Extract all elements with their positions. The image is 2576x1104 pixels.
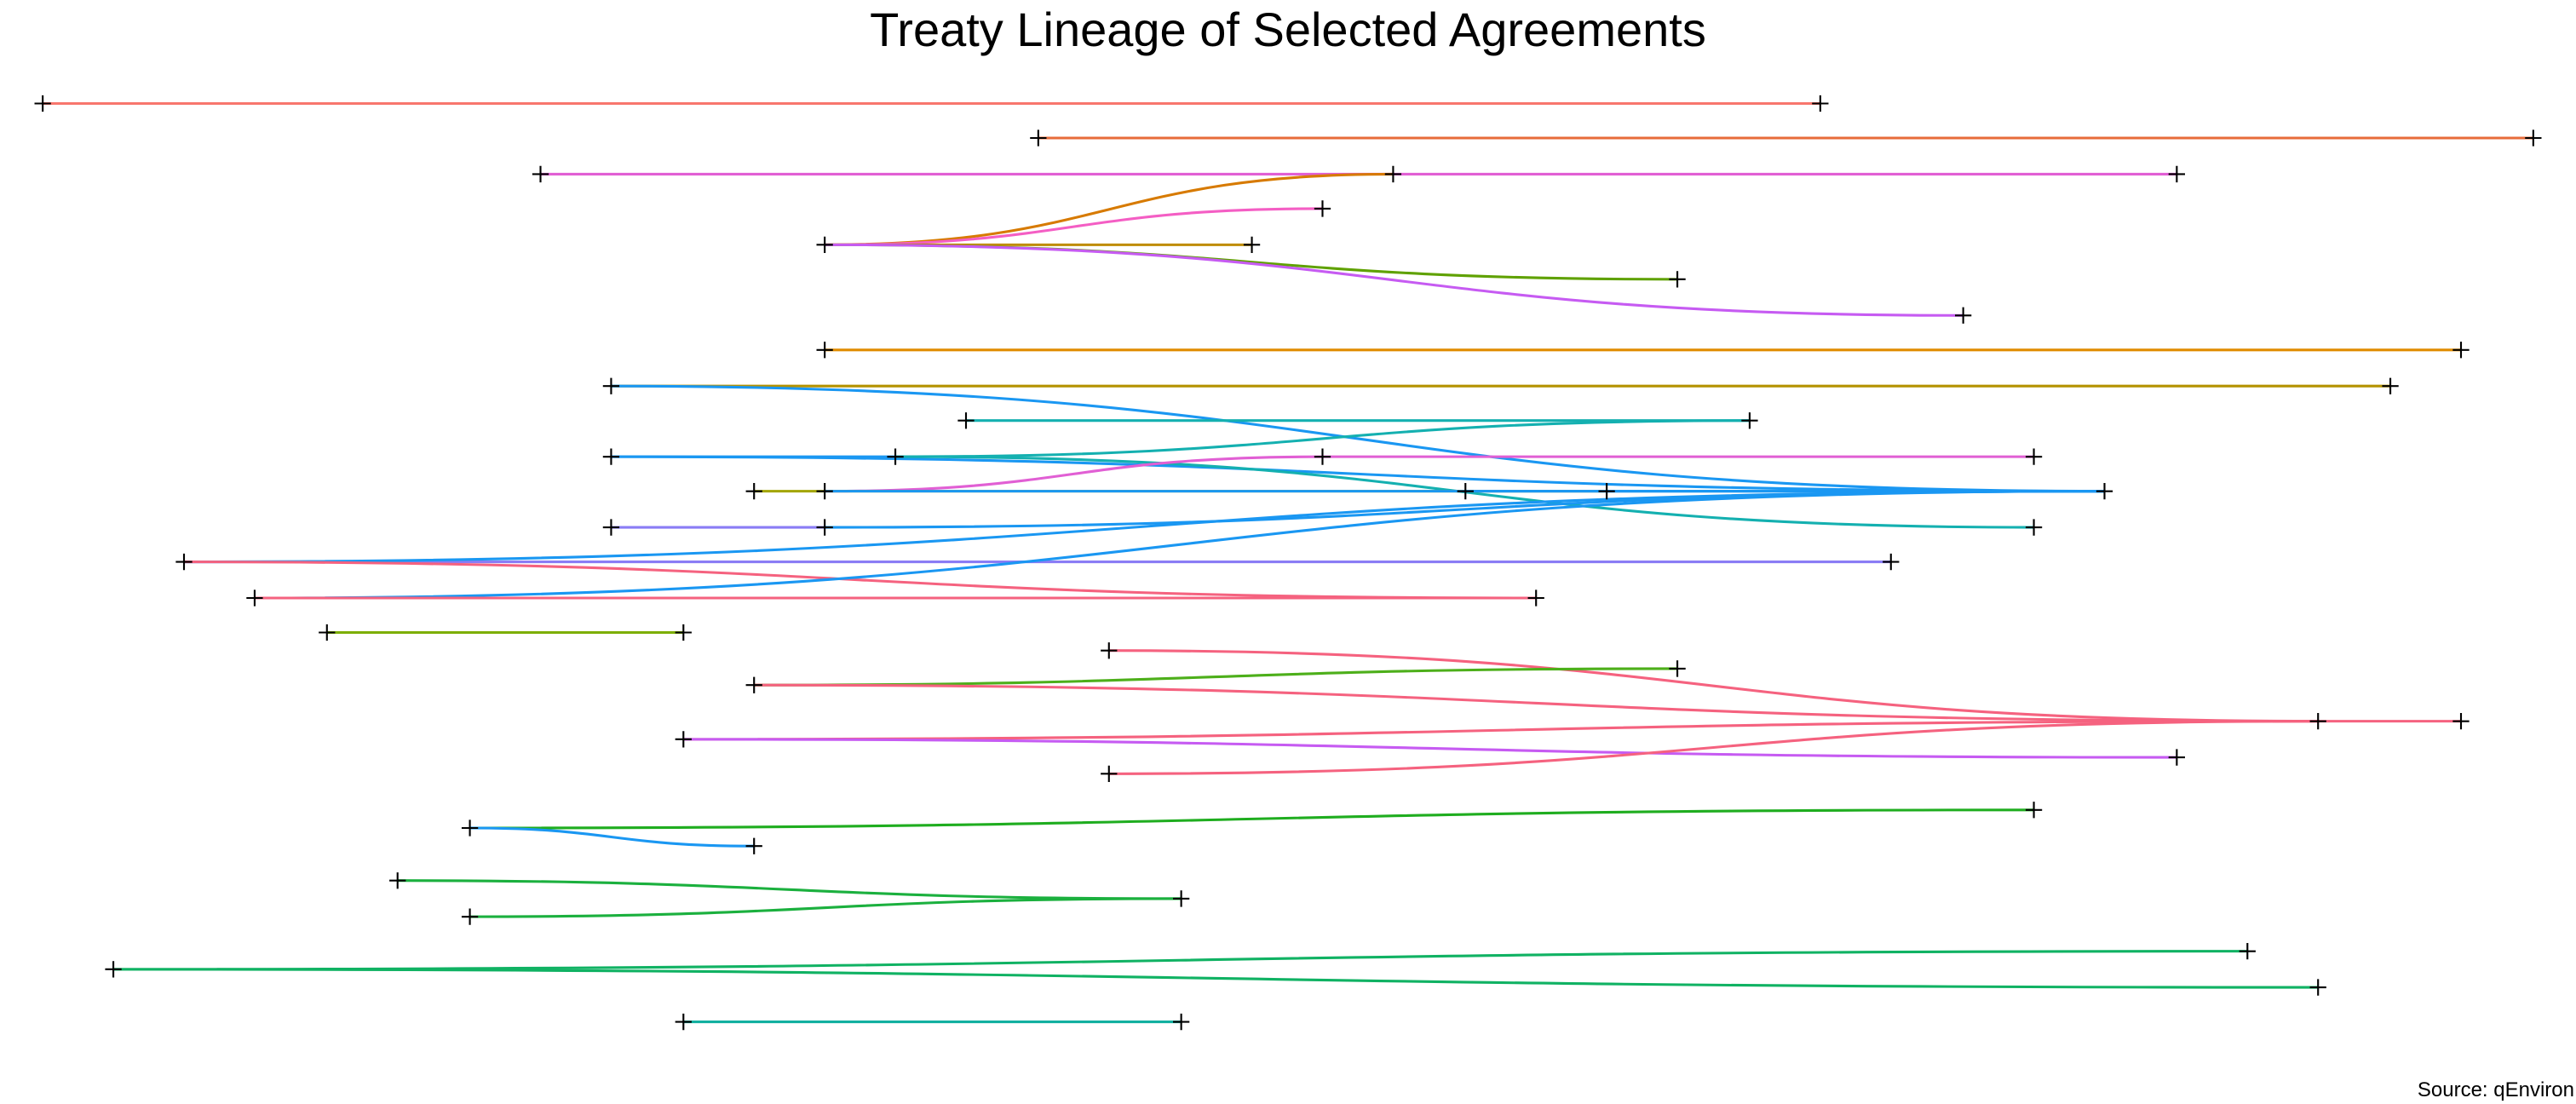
- lineage-edge: [469, 808, 2034, 830]
- lineage-edge: [754, 683, 2319, 723]
- treaty-node-marker: [2309, 713, 2326, 730]
- node-layer: [34, 95, 2542, 1031]
- treaty-node-marker: [2168, 749, 2185, 766]
- treaty-node-marker: [1812, 95, 1829, 112]
- treaty-node-marker: [2309, 979, 2326, 996]
- lineage-edge: [825, 243, 1964, 317]
- edge-layer: [43, 101, 2533, 1024]
- diagram-title: Treaty Lineage of Selected Agreements: [870, 3, 1706, 56]
- lineage-edge: [1108, 720, 2319, 775]
- lineage-edge: [469, 897, 1182, 918]
- treaty-node-marker: [1883, 553, 1900, 571]
- treaty-node-marker: [1173, 1013, 1190, 1031]
- treaty-node-marker: [745, 676, 762, 693]
- treaty-node-marker: [1314, 448, 1331, 465]
- lineage-edge: [183, 561, 1537, 600]
- treaty-node-marker: [2025, 802, 2043, 819]
- treaty-node-marker: [175, 553, 193, 571]
- treaty-node-marker: [1741, 412, 1758, 429]
- lineage-edge: [611, 384, 2105, 493]
- treaty-node-marker: [461, 908, 479, 925]
- treaty-node-marker: [532, 165, 549, 183]
- treaty-node-marker: [2382, 377, 2399, 394]
- lineage-edge: [1108, 649, 2319, 723]
- treaty-node-marker: [2096, 483, 2113, 500]
- treaty-node-marker: [1527, 589, 1544, 607]
- treaty-node-marker: [34, 95, 51, 112]
- lineage-edge: [113, 968, 2319, 989]
- lineage-edge: [113, 950, 2248, 971]
- lineage-edge: [825, 455, 1323, 493]
- lineage-edge: [183, 490, 2105, 564]
- treaty-node-marker: [1101, 765, 1118, 782]
- source-caption: Source: qEnviron: [2417, 1078, 2574, 1101]
- lineage-edge: [754, 667, 1678, 687]
- treaty-node-marker: [319, 624, 336, 641]
- treaty-node-marker: [602, 448, 620, 465]
- lineage-edge: [254, 490, 2105, 600]
- lineage-edge: [825, 207, 1323, 246]
- treaty-node-marker: [105, 961, 122, 978]
- treaty-node-marker: [2452, 713, 2470, 730]
- treaty-node-marker: [602, 519, 620, 536]
- treaty-node-marker: [2525, 129, 2542, 147]
- treaty-node-marker: [957, 412, 975, 429]
- lineage-edge: [611, 455, 2105, 493]
- treaty-node-marker: [389, 872, 406, 889]
- treaty-node-marker: [1314, 200, 1331, 217]
- treaty-node-marker: [816, 519, 833, 536]
- treaty-node-marker: [1669, 271, 1686, 288]
- lineage-edge: [397, 879, 1182, 900]
- lineage-edge: [895, 419, 1750, 458]
- treaty-node-marker: [816, 483, 833, 500]
- treaty-node-marker: [816, 342, 833, 359]
- treaty-node-marker: [745, 483, 762, 500]
- treaty-node-marker: [675, 624, 692, 641]
- treaty-node-marker: [1598, 483, 1615, 500]
- treaty-node-marker: [1384, 165, 1402, 183]
- treaty-node-marker: [2025, 448, 2043, 465]
- lineage-edge: [683, 720, 2319, 741]
- treaty-node-marker: [887, 448, 904, 465]
- treaty-node-marker: [2452, 342, 2470, 359]
- treaty-node-marker: [1669, 660, 1686, 677]
- treaty-node-marker: [745, 837, 762, 854]
- treaty-node-marker: [1457, 483, 1474, 500]
- treaty-node-marker: [675, 731, 692, 748]
- treaty-node-marker: [246, 589, 263, 607]
- treaty-node-marker: [602, 377, 620, 394]
- lineage-edge: [683, 738, 2177, 759]
- treaty-node-marker: [2239, 943, 2256, 960]
- treaty-node-marker: [1955, 307, 1972, 324]
- treaty-node-marker: [816, 236, 833, 253]
- treaty-node-marker: [461, 819, 479, 837]
- lineage-edge: [469, 826, 755, 848]
- treaty-node-marker: [1243, 236, 1261, 253]
- treaty-node-marker: [1173, 890, 1190, 907]
- treaty-node-marker: [675, 1013, 692, 1031]
- treaty-node-marker: [2168, 165, 2185, 183]
- treaty-node-marker: [1101, 642, 1118, 659]
- treaty-node-marker: [1030, 129, 1047, 147]
- treaty-node-marker: [2025, 519, 2043, 536]
